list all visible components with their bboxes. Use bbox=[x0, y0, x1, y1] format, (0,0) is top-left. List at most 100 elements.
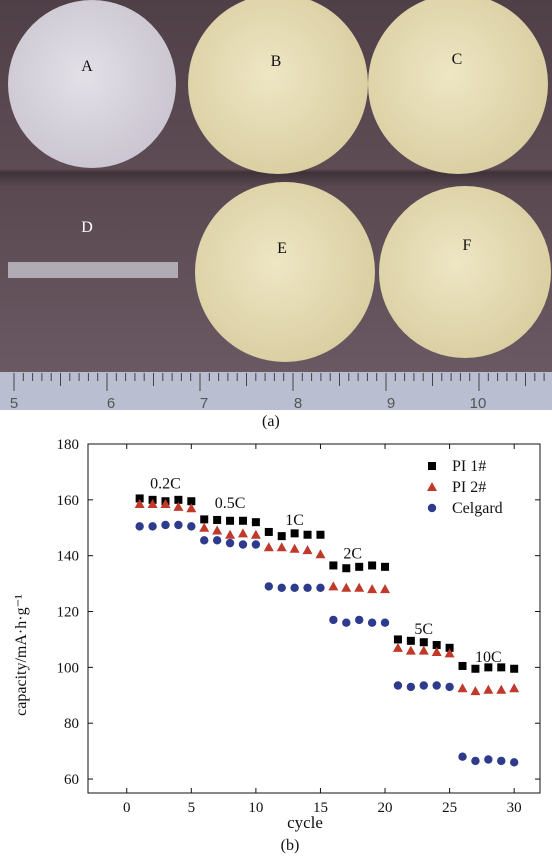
chart-axes: 0 5 10 15 20 25 30 60 80 100 120 140 160 180 bbox=[57, 437, 541, 816]
data-point bbox=[471, 664, 480, 673]
data-point bbox=[367, 584, 378, 594]
data-point bbox=[510, 664, 519, 673]
data-point bbox=[342, 618, 351, 627]
data-point bbox=[368, 561, 377, 570]
y-tick-label: 160 bbox=[57, 493, 80, 509]
y-tick-label: 60 bbox=[64, 772, 79, 788]
data-point bbox=[484, 755, 493, 764]
data-point bbox=[445, 643, 454, 652]
x-tick-label: 20 bbox=[378, 800, 393, 816]
legend-marker bbox=[427, 482, 437, 491]
data-point bbox=[509, 683, 520, 693]
data-point bbox=[225, 538, 235, 548]
data-point bbox=[497, 756, 506, 766]
data-point bbox=[174, 520, 183, 530]
data-point bbox=[264, 582, 273, 591]
legend-label: PI 1# bbox=[452, 458, 486, 475]
y-tick-label: 100 bbox=[57, 660, 80, 676]
x-tick-label: 15 bbox=[313, 800, 328, 816]
data-point bbox=[134, 499, 145, 509]
data-point bbox=[342, 564, 351, 573]
label-e: E bbox=[277, 240, 287, 257]
caption-a: (a) bbox=[262, 413, 280, 430]
data-point bbox=[251, 518, 260, 527]
data-point bbox=[148, 522, 157, 531]
rate-label: 0.5C bbox=[215, 495, 246, 512]
ruler-number-7: 7 bbox=[200, 395, 208, 410]
data-point bbox=[213, 515, 222, 524]
data-point bbox=[135, 522, 144, 531]
data-point bbox=[276, 542, 287, 552]
data-point bbox=[381, 562, 390, 571]
data-point bbox=[277, 532, 286, 541]
data-point bbox=[405, 645, 416, 655]
data-point bbox=[355, 562, 364, 571]
data-point bbox=[290, 583, 299, 592]
data-point bbox=[432, 641, 441, 650]
sample-photo: A B C D E F 5 6 7 8 9 10 bbox=[0, 0, 552, 410]
y-tick-label: 80 bbox=[64, 716, 79, 732]
data-point bbox=[380, 618, 390, 627]
chart-marks bbox=[134, 494, 520, 767]
x-tick-label: 5 bbox=[188, 800, 196, 816]
data-point bbox=[251, 540, 261, 549]
legend: PI 1# PI 2# Celgard bbox=[427, 458, 503, 517]
data-point bbox=[484, 663, 493, 672]
data-point bbox=[199, 522, 210, 532]
data-point bbox=[173, 501, 184, 511]
data-point bbox=[393, 681, 403, 690]
data-point bbox=[355, 615, 364, 625]
data-point bbox=[212, 525, 223, 535]
data-point bbox=[316, 583, 325, 592]
x-tick-label: 0 bbox=[123, 800, 131, 816]
data-point bbox=[483, 684, 494, 694]
data-point bbox=[471, 756, 480, 766]
sample-disc-a bbox=[8, 0, 176, 168]
data-point bbox=[341, 582, 352, 592]
data-point bbox=[264, 527, 273, 536]
data-point bbox=[419, 638, 428, 647]
rate-label: 2C bbox=[343, 545, 362, 562]
data-point bbox=[238, 540, 248, 549]
label-c: C bbox=[452, 51, 463, 68]
legend-label: PI 2# bbox=[452, 479, 486, 496]
data-point bbox=[290, 529, 299, 538]
data-point bbox=[431, 647, 442, 657]
data-point bbox=[303, 530, 312, 539]
rate-label: 10C bbox=[475, 649, 502, 666]
data-point bbox=[444, 648, 455, 658]
data-point bbox=[316, 530, 325, 539]
data-point bbox=[187, 522, 196, 531]
sample-disc-c bbox=[368, 0, 548, 174]
data-point bbox=[328, 581, 339, 591]
data-point bbox=[354, 582, 365, 592]
data-point bbox=[329, 561, 338, 570]
label-a: A bbox=[81, 58, 93, 75]
data-point bbox=[200, 515, 209, 524]
data-point bbox=[380, 584, 391, 594]
data-point bbox=[225, 529, 236, 539]
label-b: B bbox=[271, 53, 282, 70]
data-point bbox=[302, 545, 313, 555]
rate-label: 0.2C bbox=[150, 476, 181, 493]
data-point bbox=[458, 661, 467, 670]
data-point bbox=[277, 583, 286, 592]
data-point bbox=[496, 684, 507, 694]
data-point bbox=[432, 681, 441, 690]
data-point bbox=[406, 636, 415, 645]
sample-disc-e bbox=[195, 182, 375, 362]
legend-marker bbox=[427, 503, 437, 513]
ruler-number-9: 9 bbox=[387, 395, 395, 410]
data-point bbox=[458, 752, 467, 761]
data-point bbox=[160, 499, 171, 509]
data-point bbox=[367, 618, 377, 627]
data-point bbox=[393, 635, 402, 644]
data-point bbox=[303, 583, 312, 592]
data-point bbox=[329, 615, 338, 625]
legend-marker bbox=[428, 462, 436, 470]
data-point bbox=[419, 681, 428, 690]
rate-label: 5C bbox=[414, 621, 433, 638]
x-tick-label: 10 bbox=[248, 800, 263, 816]
x-tick-label: 30 bbox=[507, 800, 522, 816]
y-tick-label: 140 bbox=[57, 549, 80, 565]
